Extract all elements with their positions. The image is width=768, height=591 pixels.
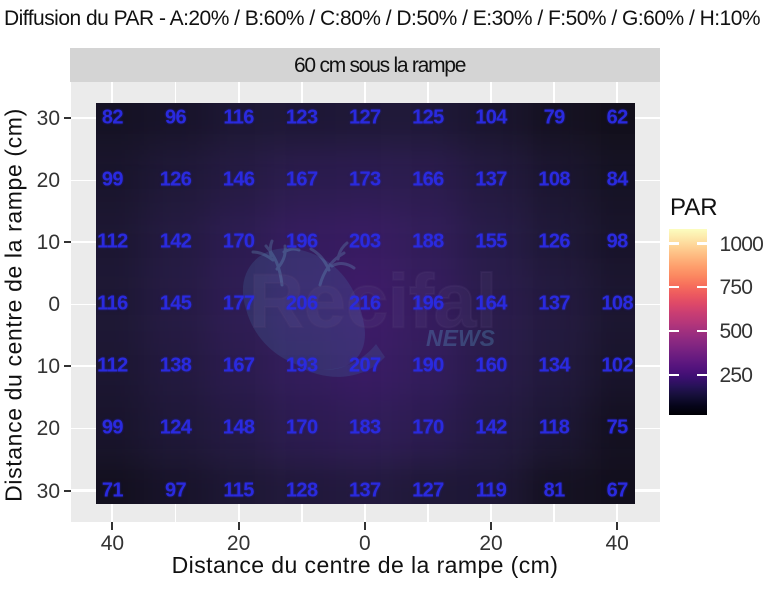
svg-text:Recifal: Recifal [249, 259, 494, 344]
svg-text:NEWS: NEWS [426, 325, 496, 351]
